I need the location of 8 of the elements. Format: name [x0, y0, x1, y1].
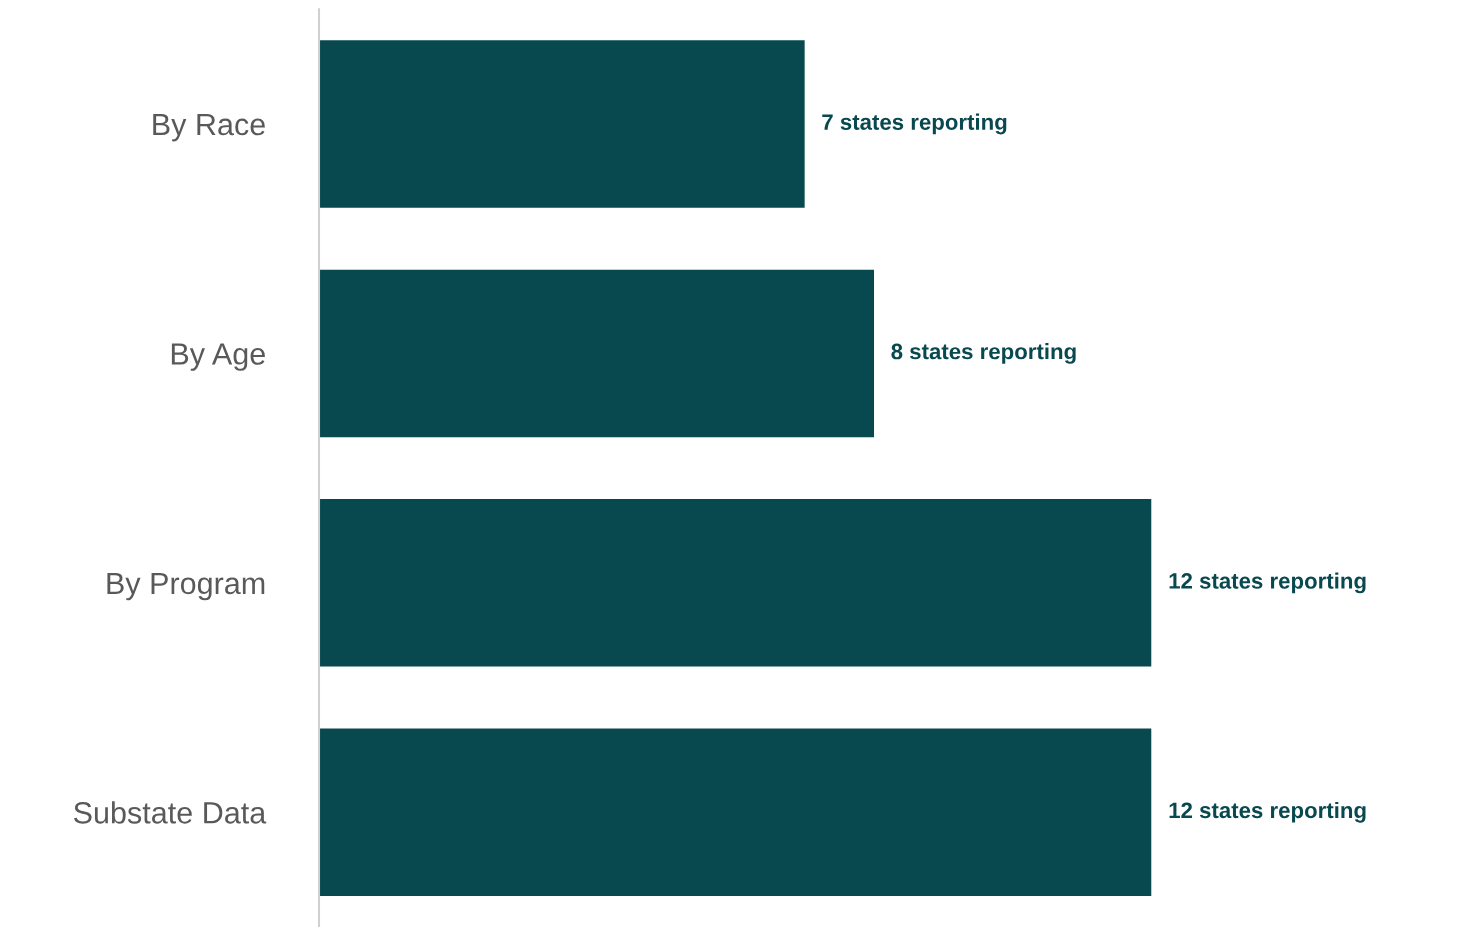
y-tick-label: By Age [171, 343, 265, 371]
y-tick-label: Substate Data [73, 801, 267, 824]
data-label: 7 states reporting [822, 113, 1007, 135]
y-tick-label: By Program [107, 572, 265, 601]
y-tick-label: By Race [153, 114, 265, 142]
data-label: 12 states reporting [1169, 801, 1366, 823]
data-label: 8 states reporting [891, 343, 1076, 364]
data-label: 12 states reporting [1169, 572, 1366, 594]
